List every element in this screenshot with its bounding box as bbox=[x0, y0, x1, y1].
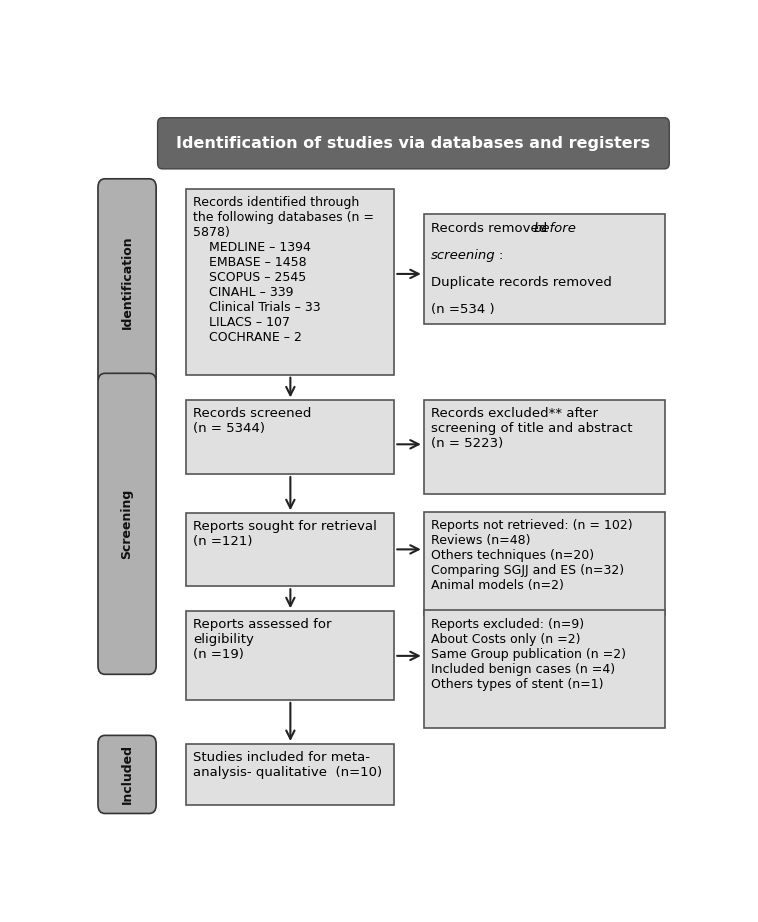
FancyBboxPatch shape bbox=[98, 736, 156, 813]
FancyBboxPatch shape bbox=[186, 400, 394, 474]
Text: Reports sought for retrieval
(n =121): Reports sought for retrieval (n =121) bbox=[193, 520, 377, 549]
Text: screening: screening bbox=[431, 249, 496, 262]
Text: Duplicate records removed: Duplicate records removed bbox=[431, 276, 612, 290]
Text: Reports not retrieved: (n = 102)
Reviews (n=48)
Others techniques (n=20)
Compari: Reports not retrieved: (n = 102) Reviews… bbox=[431, 519, 632, 592]
FancyBboxPatch shape bbox=[424, 512, 665, 615]
FancyBboxPatch shape bbox=[98, 373, 156, 674]
FancyBboxPatch shape bbox=[424, 399, 665, 494]
Text: Records identified through
the following databases (n =
5878)
    MEDLINE – 1394: Records identified through the following… bbox=[193, 195, 374, 344]
FancyBboxPatch shape bbox=[424, 214, 665, 324]
Text: Records excluded** after
screening of title and abstract
(n = 5223): Records excluded** after screening of ti… bbox=[431, 407, 632, 450]
Text: :: : bbox=[498, 249, 503, 262]
Text: Records removed: Records removed bbox=[431, 222, 551, 235]
Text: Included: Included bbox=[121, 744, 133, 804]
FancyBboxPatch shape bbox=[186, 611, 394, 700]
FancyBboxPatch shape bbox=[186, 514, 394, 586]
FancyBboxPatch shape bbox=[98, 179, 156, 385]
FancyBboxPatch shape bbox=[158, 118, 669, 169]
FancyBboxPatch shape bbox=[186, 744, 394, 805]
Text: Reports excluded: (n=9)
About Costs only (n =2)
Same Group publication (n =2)
In: Reports excluded: (n=9) About Costs only… bbox=[431, 618, 626, 691]
Text: Reports assessed for
eligibility
(n =19): Reports assessed for eligibility (n =19) bbox=[193, 619, 331, 661]
Text: (n =534 ): (n =534 ) bbox=[431, 303, 494, 316]
Text: Studies included for meta-
analysis- qualitative  (n=10): Studies included for meta- analysis- qua… bbox=[193, 751, 382, 779]
Text: Identification of studies via databases and registers: Identification of studies via databases … bbox=[176, 136, 650, 151]
Text: Screening: Screening bbox=[121, 489, 133, 559]
FancyBboxPatch shape bbox=[424, 610, 665, 728]
Text: before: before bbox=[534, 222, 576, 235]
Text: Identification: Identification bbox=[121, 235, 133, 329]
Text: Records screened
(n = 5344): Records screened (n = 5344) bbox=[193, 408, 312, 435]
FancyBboxPatch shape bbox=[186, 189, 394, 374]
